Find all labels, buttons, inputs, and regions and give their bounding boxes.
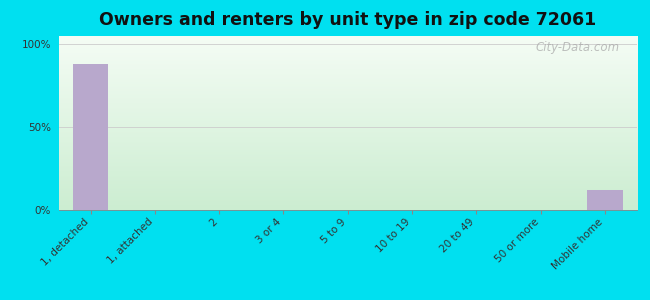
Bar: [73, 64, 109, 210]
Text: City-Data.com: City-Data.com: [536, 41, 619, 54]
Title: Owners and renters by unit type in zip code 72061: Owners and renters by unit type in zip c…: [99, 11, 597, 29]
Bar: [587, 190, 623, 210]
